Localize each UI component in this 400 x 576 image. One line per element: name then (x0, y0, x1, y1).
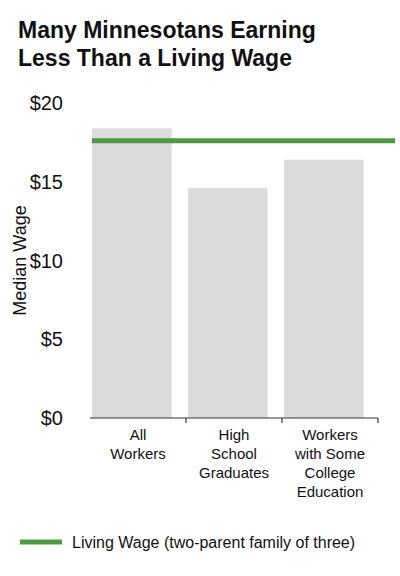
x-tick-label-line: Graduates (199, 464, 269, 481)
chart: Many Minnesotans EarningLess Than a Livi… (0, 0, 400, 576)
y-tick-label: $0 (41, 407, 63, 429)
x-tick-label-line: School (211, 445, 257, 462)
x-tick-label-line: All (130, 426, 147, 443)
title-line: Many Minnesotans Earning (18, 17, 316, 43)
x-axis (90, 417, 378, 418)
x-tick-label-line: Workers (302, 426, 358, 443)
y-tick (66, 418, 70, 419)
x-tick-label-line: Workers (110, 445, 166, 462)
living-wage-line (92, 138, 395, 143)
x-tick-label: Workers with Some College Education (294, 426, 365, 500)
x-tick-label: High School Graduates (199, 426, 269, 481)
x-tick-label-line: High (219, 426, 250, 443)
y-tick-label: $20 (30, 92, 63, 114)
y-tick (66, 181, 70, 182)
y-tick (66, 103, 70, 104)
x-tick-label: All Workers (110, 426, 166, 462)
y-tick-label: $15 (30, 171, 63, 193)
bar (92, 128, 172, 418)
x-tick (281, 418, 282, 423)
x-tick (185, 418, 186, 423)
y-tick (66, 260, 70, 261)
x-tick-label-line: College (305, 464, 356, 481)
y-tick-label: $10 (30, 250, 63, 272)
x-tick (377, 418, 378, 423)
legend-swatch (20, 540, 62, 545)
legend-label: Living Wage (two-parent family of three) (72, 534, 355, 551)
bar (284, 160, 364, 418)
title: Many Minnesotans EarningLess Than a Livi… (18, 17, 316, 71)
y-tick-label: $5 (41, 328, 63, 350)
y-tick (66, 339, 70, 340)
x-tick-label-line: with Some (294, 445, 365, 462)
x-tick-label-line: Education (297, 483, 364, 500)
bar (188, 188, 268, 418)
plot-area (92, 128, 395, 418)
title-line: Less Than a Living Wage (18, 45, 292, 71)
y-axis-label: Median Wage (10, 205, 30, 315)
